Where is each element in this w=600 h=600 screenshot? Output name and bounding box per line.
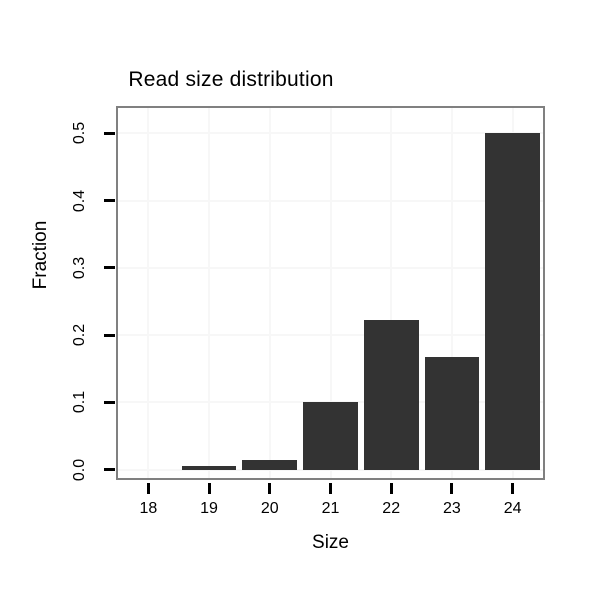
y-axis-title: Fraction [30,220,51,290]
y-axis-tick [104,199,115,202]
y-axis-tick-label: 0.3 [71,256,88,279]
chart-title-text: Read size distribution [128,68,334,91]
gridline-vertical [268,108,271,478]
x-axis-tick [450,483,454,494]
y-axis-tick [104,468,115,472]
chart-title: Read size distribution [0,68,600,92]
y-axis-tick-label: 0.2 [71,323,88,347]
bar [424,357,480,470]
x-axis-tick [389,483,393,494]
gridline-vertical [208,108,211,478]
x-axis-tick [268,483,272,494]
x-axis-tick-label: 20 [260,500,279,517]
bar [181,466,237,470]
x-axis-tick [329,483,332,494]
x-axis-title: Size [312,532,349,553]
gridline-vertical [390,108,393,478]
x-axis-tick-label: 24 [503,500,522,517]
y-axis-tick [104,266,115,270]
x-axis-tick-label: 19 [200,500,218,517]
plot-area [118,108,543,478]
x-axis-tick-label: 23 [443,500,461,517]
bar [242,459,298,470]
x-axis-tick [511,483,515,494]
y-axis-tick [104,131,115,135]
y-axis-tick-label: 0.0 [71,458,88,481]
gridline-vertical [450,108,453,478]
bar [485,133,540,470]
gridline-vertical [329,108,332,478]
y-axis-tick [104,400,115,404]
x-axis-tick [146,483,150,494]
y-axis-tick-label: 0.5 [71,122,88,145]
y-axis-tick-label: 0.1 [71,391,88,414]
plot-panel [116,106,545,480]
x-axis-tick-label: 18 [139,500,158,517]
x-axis-tick-label: 21 [321,500,340,517]
gridline-vertical [147,108,150,478]
x-axis-tick-label: 22 [382,500,401,517]
bar [303,402,358,470]
y-axis-tick [104,333,115,337]
bar [363,320,419,470]
x-axis-tick [207,483,211,494]
y-axis-tick-label: 0.4 [71,189,88,212]
